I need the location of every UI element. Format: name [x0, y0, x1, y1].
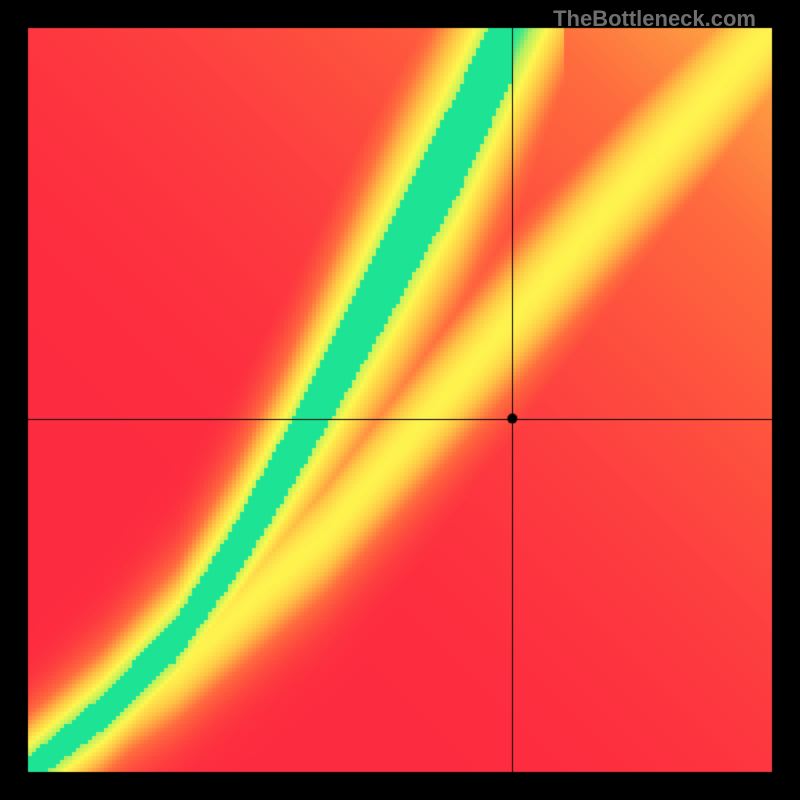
chart-container: TheBottleneck.com [0, 0, 800, 800]
bottleneck-heatmap [0, 0, 800, 800]
source-watermark: TheBottleneck.com [553, 6, 756, 32]
